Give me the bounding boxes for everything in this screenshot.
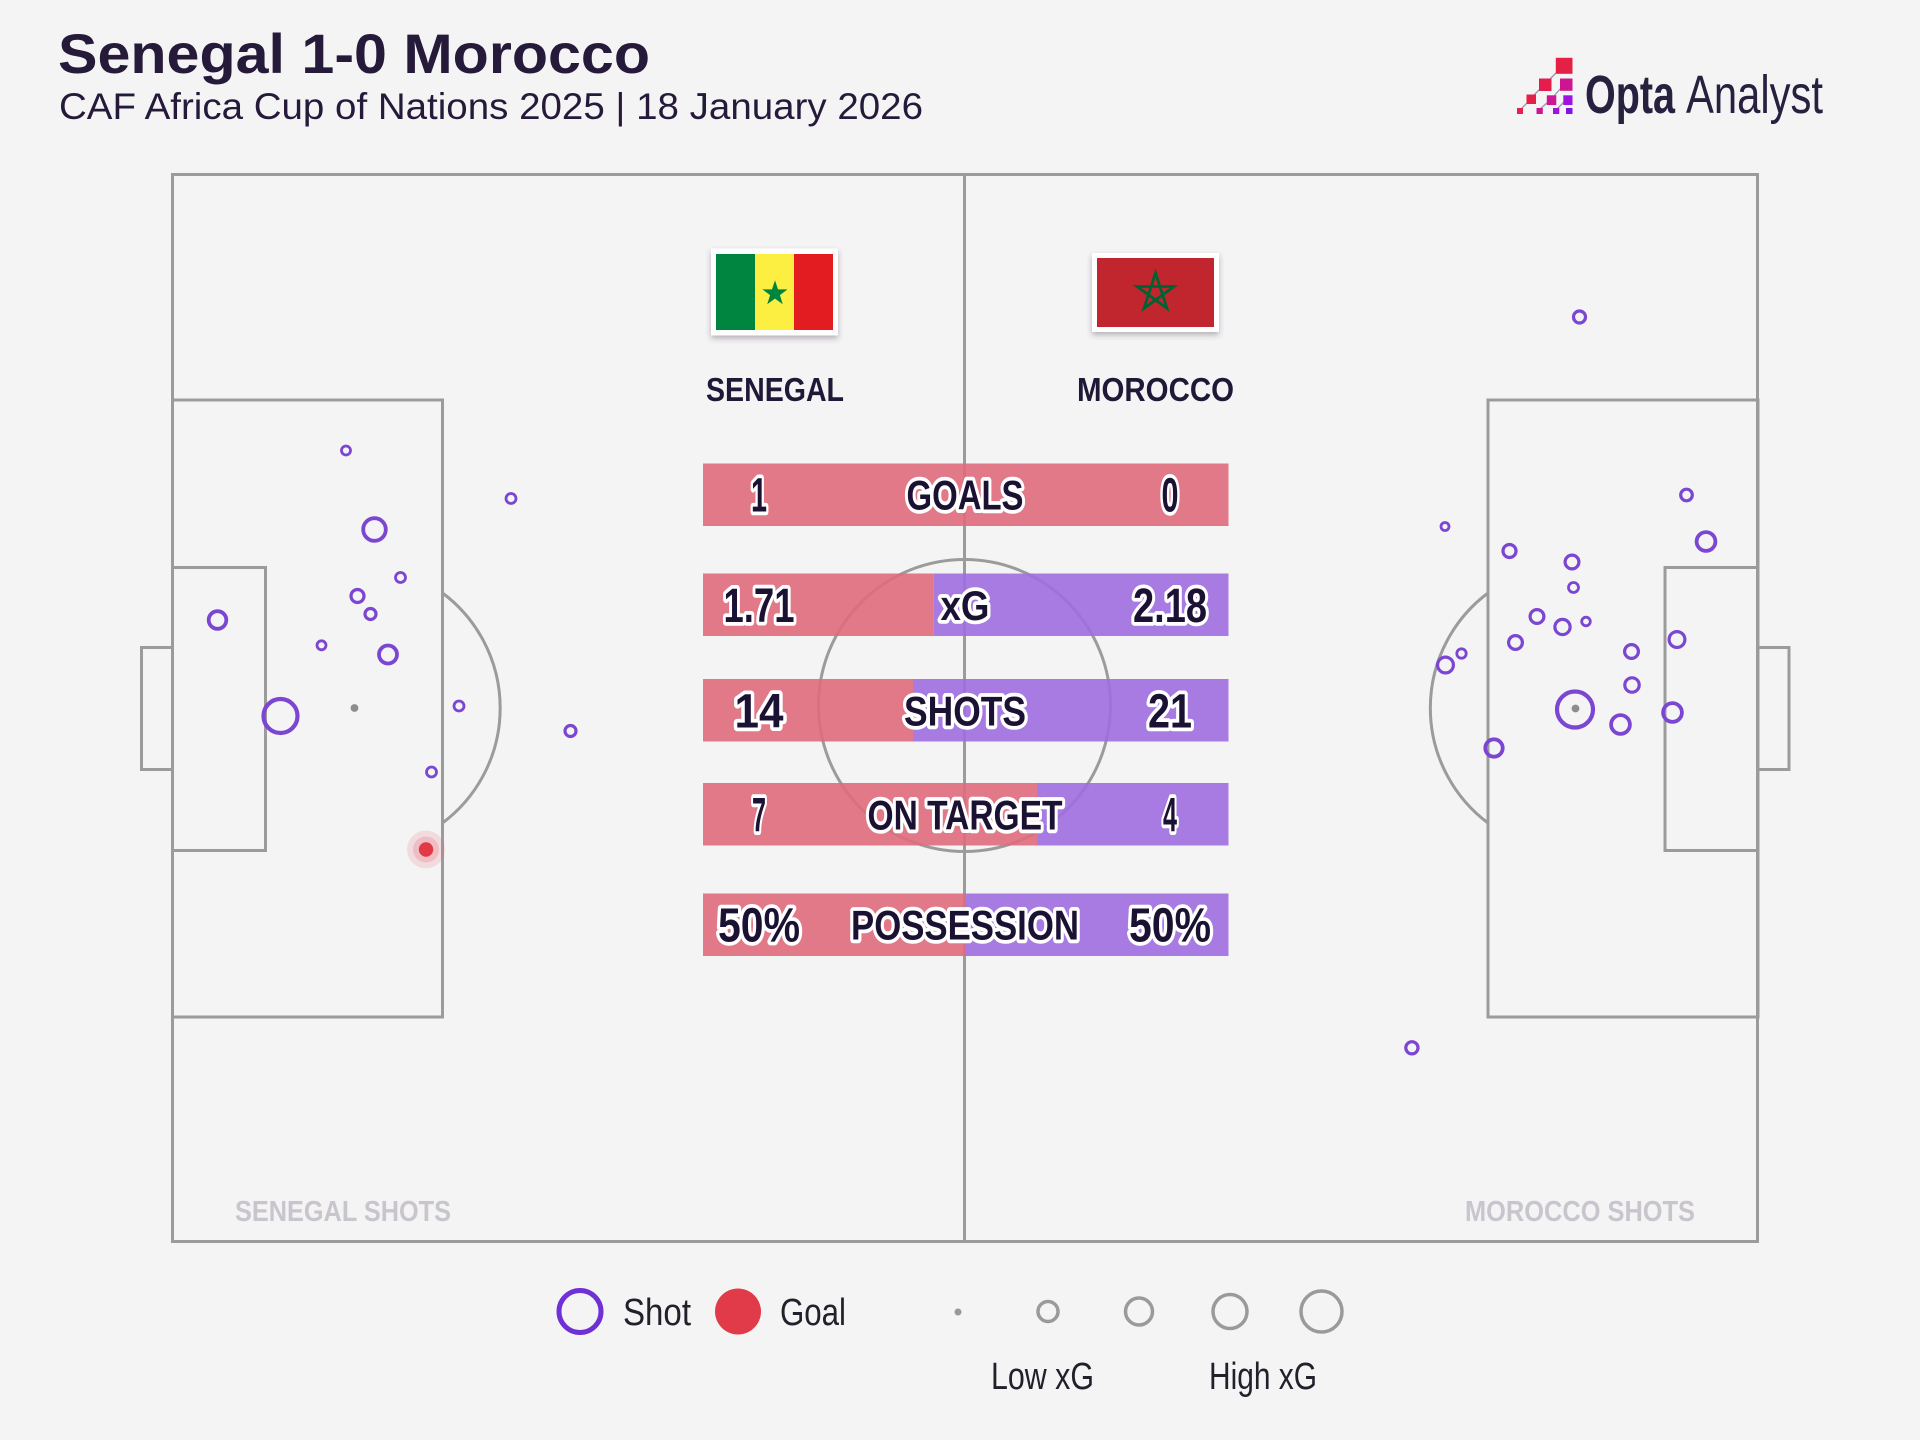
svg-text:Analyst: Analyst [1686, 65, 1823, 125]
svg-text:xG: xG [941, 582, 990, 629]
svg-text:1: 1 [751, 470, 767, 523]
svg-text:7: 7 [752, 790, 766, 843]
svg-text:CAF Africa Cup of Nations 2025: CAF Africa Cup of Nations 2025 | 18 Janu… [59, 86, 923, 127]
svg-text:Opta: Opta [1585, 65, 1676, 125]
svg-text:50%: 50% [718, 900, 800, 953]
svg-text:POSSESSION: POSSESSION [851, 902, 1079, 949]
svg-text:MOROCCO: MOROCCO [1077, 371, 1234, 408]
svg-text:1.71: 1.71 [724, 580, 795, 633]
svg-text:4: 4 [1163, 790, 1177, 843]
svg-text:SHOTS: SHOTS [904, 688, 1026, 735]
svg-text:Goal: Goal [780, 1292, 846, 1334]
svg-text:Low xG: Low xG [991, 1356, 1094, 1398]
svg-text:21: 21 [1148, 686, 1192, 739]
svg-text:2.18: 2.18 [1133, 580, 1207, 633]
svg-text:0: 0 [1162, 470, 1179, 523]
svg-text:Shot: Shot [623, 1292, 691, 1334]
svg-text:14: 14 [735, 686, 784, 739]
svg-text:50%: 50% [1129, 900, 1211, 953]
svg-text:High xG: High xG [1209, 1356, 1317, 1398]
svg-text:SENEGAL: SENEGAL [706, 371, 844, 408]
svg-text:SENEGAL SHOTS: SENEGAL SHOTS [235, 1196, 451, 1228]
svg-text:Senegal 1-0 Morocco: Senegal 1-0 Morocco [58, 22, 650, 85]
svg-text:GOALS: GOALS [907, 472, 1024, 519]
svg-text:ON TARGET: ON TARGET [868, 792, 1063, 839]
svg-text:MOROCCO SHOTS: MOROCCO SHOTS [1465, 1196, 1695, 1228]
